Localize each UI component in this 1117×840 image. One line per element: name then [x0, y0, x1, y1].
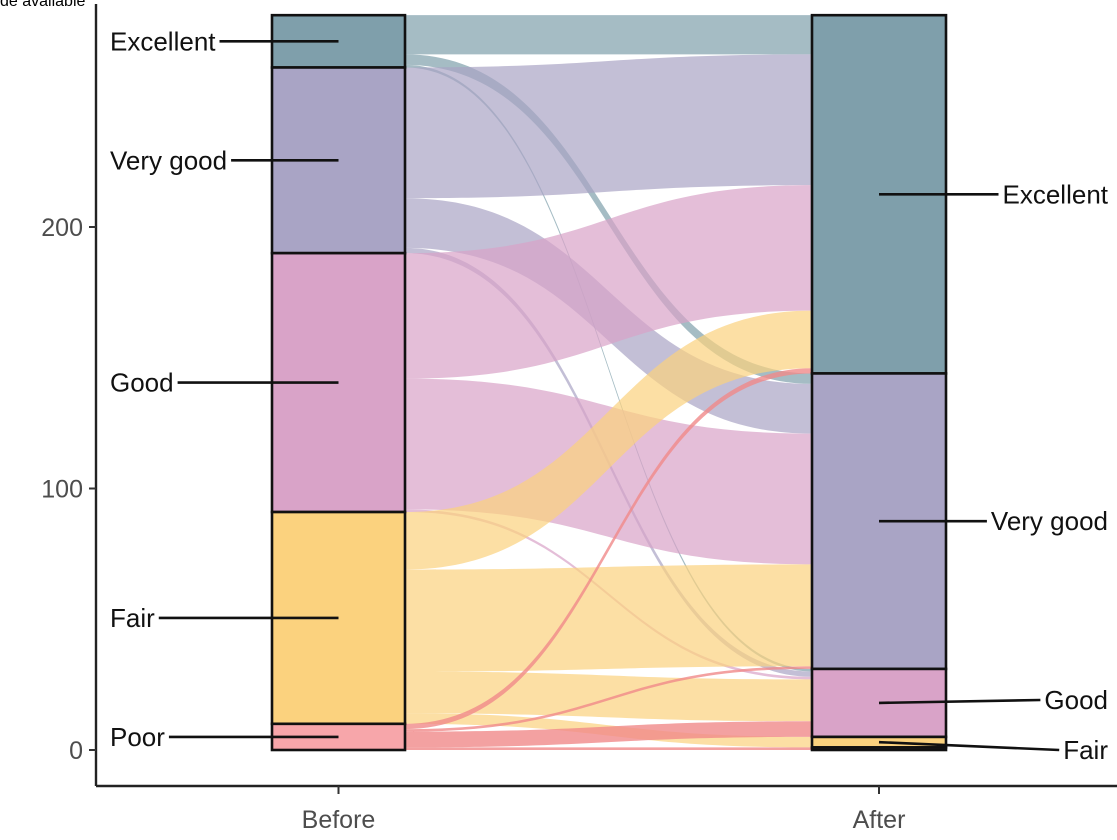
- before-label-poor: Poor: [110, 722, 165, 752]
- x-tick-label-before: Before: [302, 806, 376, 834]
- flow-fair-to-very-good: [405, 564, 812, 672]
- before-label-good: Good: [110, 368, 174, 398]
- after-leader-good: [878, 698, 1041, 705]
- after-label-fair: Fair: [1063, 735, 1108, 765]
- x-tick-label-after: After: [853, 806, 906, 834]
- flow-poor-to-good: [405, 721, 812, 748]
- corner-note: de available: [0, 0, 86, 10]
- flow-fair-to-excellent: [405, 310, 812, 570]
- y-tick-label-0: 0: [69, 737, 83, 765]
- flow-poor-to-very-good: [405, 666, 812, 732]
- before-label-very-good: Very good: [110, 145, 227, 175]
- before-label-fair: Fair: [110, 603, 155, 633]
- flow-good-to-excellent: [405, 185, 812, 379]
- flow-good-to-very-good: [405, 378, 812, 565]
- flow-excellent-to-good: [405, 64, 812, 672]
- flow-very-good-to-excellent: [405, 54, 812, 199]
- after-stratum-poor: [810, 746, 948, 752]
- after-leader-fair: [878, 740, 1060, 752]
- before-label-excellent: Excellent: [110, 26, 216, 56]
- flow-poor-to-poor: [405, 747, 812, 750]
- flow-excellent-to-excellent: [405, 15, 812, 55]
- after-label-very-good: Very good: [991, 506, 1108, 536]
- y-tick-label-100: 100: [41, 476, 83, 504]
- after-label-excellent: Excellent: [1003, 179, 1109, 209]
- flow-poor-to-excellent: [405, 368, 812, 730]
- y-tick-label-200: 200: [41, 214, 83, 242]
- flow-fair-to-good: [405, 671, 812, 722]
- after-label-good: Good: [1044, 685, 1108, 715]
